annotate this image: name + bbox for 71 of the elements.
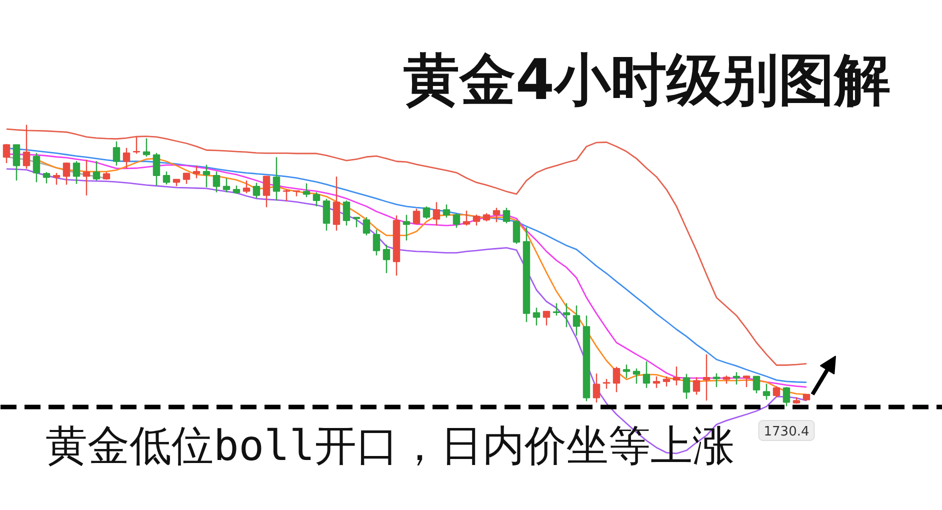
candlestick	[742, 374, 750, 388]
candlestick	[772, 386, 780, 398]
text: 1730.4	[764, 424, 810, 440]
candlestick	[672, 366, 680, 386]
candlestick	[52, 172, 60, 186]
candlestick	[702, 354, 710, 402]
candlestick	[532, 307, 540, 326]
candlestick	[222, 178, 230, 193]
candlestick	[32, 152, 40, 183]
candlestick	[132, 136, 140, 154]
candlestick	[312, 192, 320, 208]
candlestick	[382, 244, 390, 274]
candlestick	[612, 366, 620, 393]
candlestick	[682, 373, 690, 400]
candlestick	[272, 156, 280, 202]
candlestick	[72, 160, 80, 184]
candlestick	[622, 364, 630, 379]
candlestick	[302, 182, 310, 198]
candlestick	[752, 376, 760, 394]
candlestick	[422, 206, 430, 220]
candlestick	[562, 302, 570, 328]
candlestick	[192, 165, 200, 179]
candlestick	[252, 182, 260, 199]
candlestick	[82, 159, 90, 196]
candlestick	[732, 372, 740, 386]
candlestick	[142, 138, 150, 158]
candlestick	[122, 147, 130, 170]
candlestick	[112, 140, 120, 166]
candlestick	[692, 376, 700, 396]
candlestick	[12, 144, 20, 182]
candlestick	[492, 207, 500, 223]
candlestick	[22, 124, 30, 170]
candlestick	[62, 162, 70, 186]
candlestick	[652, 376, 660, 389]
candlestick	[542, 310, 550, 326]
candlestick	[182, 172, 190, 184]
candlestick	[162, 170, 170, 186]
candlestick	[362, 216, 370, 236]
candlestick	[342, 200, 350, 226]
candlestick	[452, 213, 460, 228]
candlestick	[552, 302, 560, 316]
candlestick	[332, 176, 340, 232]
candlestick	[242, 180, 250, 194]
candlestick	[212, 170, 220, 193]
candlestick	[402, 214, 410, 242]
candlestick	[352, 216, 360, 228]
candlestick	[432, 202, 440, 226]
candlestick	[2, 143, 10, 164]
candlestick	[642, 360, 650, 389]
candlestick	[462, 210, 470, 226]
candlestick	[662, 376, 670, 388]
candlestick	[202, 164, 210, 188]
candlestick	[152, 152, 160, 186]
candlestick	[322, 198, 330, 232]
candlestick	[442, 204, 450, 218]
candlestick	[512, 220, 520, 244]
candlestick	[42, 171, 50, 184]
candlestick	[92, 160, 100, 182]
candlestick	[762, 383, 770, 400]
candlestick	[632, 368, 640, 384]
candlestick	[602, 378, 610, 390]
candlestick	[712, 372, 720, 388]
candlestick	[412, 208, 420, 226]
candlestick	[372, 229, 380, 256]
candlestick	[782, 386, 790, 407]
candlestick	[592, 372, 600, 404]
candlestick	[472, 214, 480, 226]
chart-title: 黄金4小时级别图解	[404, 48, 891, 113]
candlestick	[502, 207, 510, 224]
candlestick	[262, 175, 270, 208]
candlestick	[572, 304, 580, 336]
